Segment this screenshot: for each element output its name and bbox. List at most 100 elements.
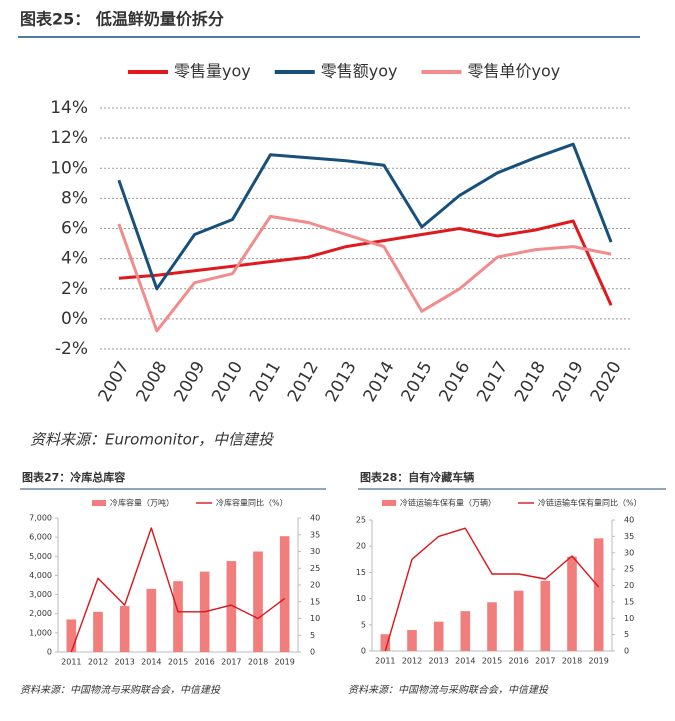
bar (119, 606, 130, 652)
legend-label: 冷链运输车保有量（万辆） (400, 498, 496, 508)
y-tick-label: 14% (50, 98, 88, 118)
y-tick-label: 25 (356, 516, 366, 525)
series-line (118, 219, 613, 306)
y2-tick-label: 40 (624, 516, 634, 525)
y2-tick-label: 35 (310, 530, 320, 539)
y-tick-label: 5,000 (29, 552, 52, 561)
y-tick-label: -2% (55, 339, 88, 359)
bar (487, 602, 497, 651)
y-tick-label: 5 (361, 620, 366, 629)
y-tick-label: 6% (61, 219, 88, 239)
x-tick-label: 2014 (141, 658, 161, 667)
x-tick-label: 2016 (435, 358, 474, 405)
y2-tick-label: 0 (310, 648, 315, 657)
x-tick-label: 2019 (274, 658, 294, 667)
y-tick-label: 7,000 (29, 514, 52, 523)
legend-label: 冷库容量（万吨） (110, 498, 174, 508)
bar (460, 611, 471, 651)
bar (593, 538, 604, 651)
y-tick-label: 15 (356, 568, 366, 577)
y-tick-label: 6,000 (29, 533, 52, 542)
bar (540, 580, 551, 651)
x-tick-label: 2012 (284, 358, 323, 405)
y-tick-label: 4,000 (29, 571, 52, 580)
series-line (117, 214, 612, 333)
x-tick-label: 2013 (114, 658, 134, 667)
y-tick-label: 20 (356, 542, 366, 551)
x-tick-label: 2015 (482, 657, 502, 666)
x-tick-label: 2018 (562, 657, 582, 666)
y2-tick-label: 5 (310, 631, 315, 640)
legend-label: 零售额yoy (321, 62, 398, 81)
x-tick-label: 2017 (473, 358, 512, 405)
x-tick-label: 2019 (549, 358, 588, 405)
x-tick-label: 2009 (170, 358, 209, 405)
y-tick-label: 1,000 (29, 628, 52, 637)
y2-tick-label: 25 (624, 565, 634, 574)
x-tick-label: 2011 (375, 657, 395, 666)
chart-title: 图表27：冷库总库容 (22, 470, 125, 484)
x-tick-label: 2019 (588, 657, 608, 666)
legend-label: 冷链运输车保有量同比（%） (538, 498, 642, 508)
source-note: 资料来源：中国物流与采购联合会，中信建投 (20, 684, 221, 696)
x-tick-label: 2017 (535, 657, 555, 666)
y-tick-label: 3,000 (29, 590, 52, 599)
series-line (70, 527, 286, 653)
x-tick-label: 2018 (511, 358, 550, 405)
x-tick-label: 2014 (360, 358, 399, 405)
y-tick-label: 8% (61, 188, 88, 208)
y-tick-label: 0 (47, 648, 52, 657)
x-tick-label: 2016 (508, 657, 528, 666)
x-tick-label: 2011 (246, 358, 285, 405)
chart-title: 图表25： 低温鲜奶量价拆分 (20, 10, 224, 29)
bar (146, 588, 157, 652)
bar (567, 556, 577, 651)
y2-tick-label: 0 (624, 647, 629, 656)
series-line (117, 142, 613, 291)
bar (433, 621, 444, 651)
y-tick-label: 0% (61, 309, 88, 329)
y-tick-label: 10 (356, 594, 366, 603)
x-tick-label: 2014 (455, 657, 475, 666)
legend-label: 零售单价yoy (467, 62, 560, 81)
x-tick-label: 2016 (194, 658, 214, 667)
y-tick-label: 10% (50, 158, 88, 178)
y-tick-label: 0 (361, 647, 366, 656)
source-note: 资料来源：中国物流与采购联合会，中信建投 (348, 684, 549, 696)
legend-label: 零售量yoy (174, 62, 251, 81)
bar (93, 611, 103, 652)
bar (253, 551, 263, 652)
y2-tick-label: 25 (310, 564, 320, 573)
x-tick-label: 2018 (248, 658, 268, 667)
y2-tick-label: 30 (624, 548, 634, 557)
x-tick-label: 2013 (428, 657, 448, 666)
bar (380, 634, 391, 651)
bar (173, 581, 183, 652)
x-tick-label: 2013 (322, 358, 361, 405)
y2-tick-label: 5 (624, 630, 629, 639)
y2-tick-label: 15 (624, 597, 634, 606)
x-tick-label: 2015 (397, 358, 436, 405)
bar (66, 619, 77, 652)
y2-tick-label: 40 (310, 514, 320, 523)
source-note: 资料来源：Euromonitor，中信建投 (30, 431, 275, 449)
bar (226, 561, 237, 652)
y2-tick-label: 10 (310, 614, 320, 623)
bar (513, 590, 524, 651)
chart-title: 图表28：自有冷藏车辆 (360, 470, 474, 484)
x-tick-label: 2010 (208, 358, 247, 405)
y-tick-label: 2% (61, 279, 88, 299)
x-tick-label: 2008 (132, 358, 171, 405)
legend-label: 冷库容量同比（%） (216, 498, 288, 508)
bar (407, 630, 417, 651)
y-tick-label: 12% (50, 128, 88, 148)
y-tick-label: 2,000 (29, 609, 52, 618)
y2-tick-label: 35 (624, 532, 634, 541)
bar (279, 536, 290, 652)
y2-tick-label: 20 (310, 581, 320, 590)
y2-tick-label: 30 (310, 547, 320, 556)
x-tick-label: 2012 (402, 657, 422, 666)
x-tick-label: 2007 (95, 358, 134, 405)
